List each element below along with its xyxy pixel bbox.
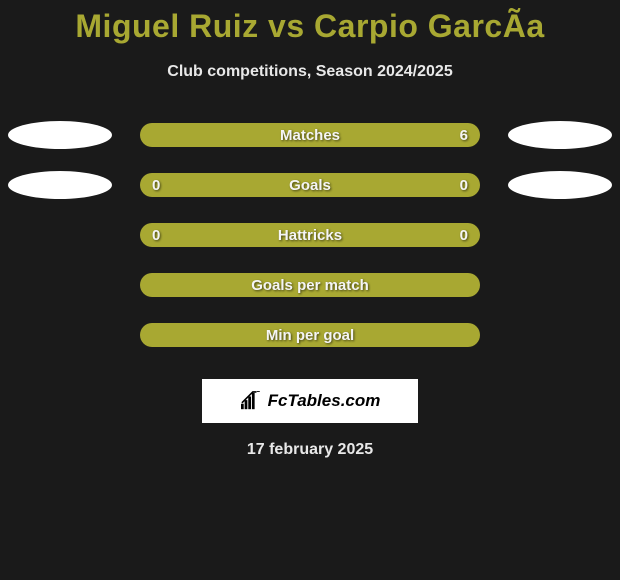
spacer [8, 221, 112, 249]
player-marker-left [8, 171, 112, 199]
date-label: 17 february 2025 [0, 441, 620, 459]
stat-value-right: 0 [460, 227, 468, 244]
stat-bar: Goals per match [140, 273, 480, 297]
stat-value-right: 0 [460, 177, 468, 194]
bars-icon [240, 391, 262, 411]
spacer [508, 321, 612, 349]
player-marker-left [8, 121, 112, 149]
spacer [8, 271, 112, 299]
stat-label: Hattricks [278, 227, 342, 244]
stat-row: 0 Goals 0 [0, 171, 620, 199]
stat-row: Goals per match [0, 271, 620, 299]
stat-row: Matches 6 [0, 121, 620, 149]
stat-value-left: 0 [152, 177, 160, 194]
stat-bar: 0 Hattricks 0 [140, 223, 480, 247]
stat-label: Goals per match [251, 277, 369, 294]
stat-row: Min per goal [0, 321, 620, 349]
page-title: Miguel Ruiz vs Carpio GarcÃ­a [0, 8, 620, 45]
subtitle: Club competitions, Season 2024/2025 [0, 63, 620, 81]
stat-value-left: 0 [152, 227, 160, 244]
stat-label: Matches [280, 127, 340, 144]
stat-bar: 0 Goals 0 [140, 173, 480, 197]
stat-value-right: 6 [460, 127, 468, 144]
stat-bar: Matches 6 [140, 123, 480, 147]
stat-row: 0 Hattricks 0 [0, 221, 620, 249]
stat-label: Goals [289, 177, 331, 194]
spacer [8, 321, 112, 349]
spacer [508, 271, 612, 299]
badge-text: FcTables.com [268, 391, 381, 411]
spacer [508, 221, 612, 249]
stat-bar: Min per goal [140, 323, 480, 347]
stat-rows: Matches 6 0 Goals 0 0 Hattricks 0 Goals per matc… [0, 121, 620, 349]
comparison-card: Miguel Ruiz vs Carpio GarcÃ­a Club compe… [0, 0, 620, 459]
stat-label: Min per goal [266, 327, 354, 344]
player-marker-right [508, 171, 612, 199]
source-badge: FcTables.com [202, 379, 418, 423]
player-marker-right [508, 121, 612, 149]
